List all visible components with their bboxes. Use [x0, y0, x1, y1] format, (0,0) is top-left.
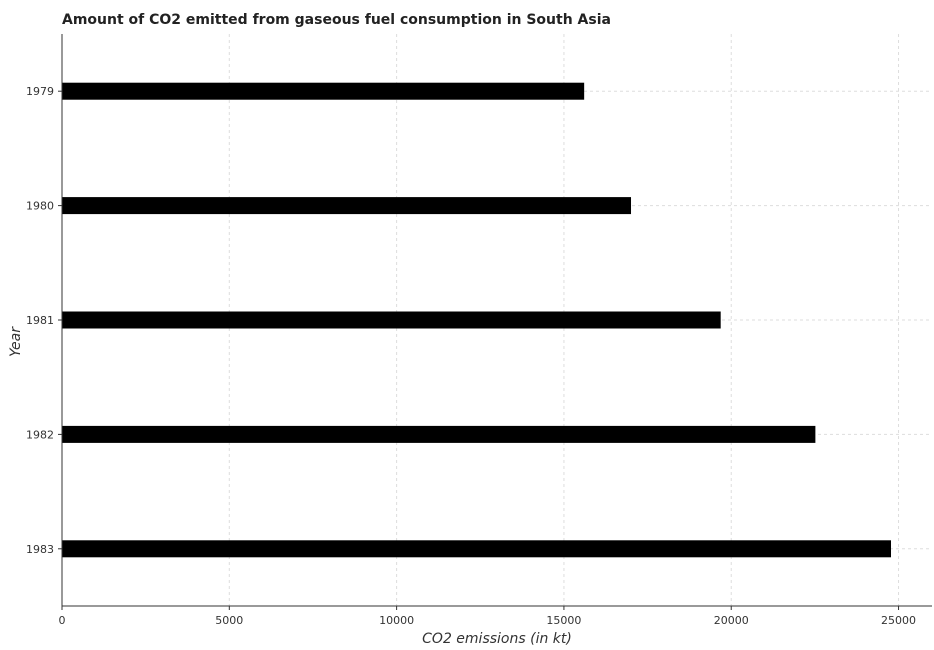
x-tick-label: 20000 — [714, 614, 749, 627]
x-tick-label: 25000 — [881, 614, 916, 627]
x-tick-labels: 0 5000 10000 15000 20000 25000 — [59, 606, 916, 627]
bar-1979 — [61, 82, 585, 100]
bar-1981 — [61, 311, 721, 329]
y-axis-label: Year — [8, 326, 24, 357]
bar-1982 — [61, 425, 816, 443]
y-tick-label: 1979 — [26, 85, 54, 98]
y-tick-labels: 1979 1980 1981 1982 1983 — [26, 85, 62, 556]
y-tick-label: 1981 — [26, 314, 54, 327]
x-tick-label: 0 — [59, 614, 66, 627]
y-tick-label: 1983 — [26, 543, 54, 556]
y-tick-label: 1980 — [26, 200, 54, 213]
bar-1980 — [61, 197, 632, 215]
bars — [61, 82, 892, 558]
x-tick-label: 15000 — [546, 614, 581, 627]
bar-1983 — [61, 540, 892, 558]
x-tick-label: 10000 — [379, 614, 414, 627]
x-axis-label: CO2 emissions (in kt) — [422, 631, 572, 647]
y-tick-label: 1982 — [26, 428, 54, 441]
chart-title: Amount of CO2 emitted from gaseous fuel … — [62, 12, 611, 28]
x-tick-label: 5000 — [215, 614, 243, 627]
